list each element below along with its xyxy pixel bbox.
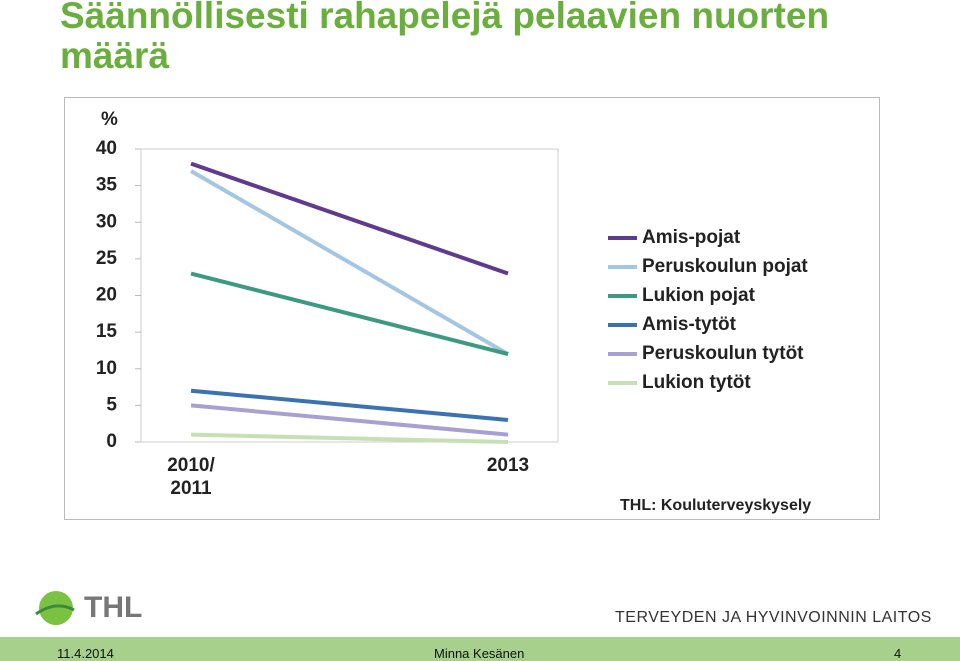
legend-label: Lukion tytöt	[642, 372, 751, 393]
footer: 11.4.2014 Minna Kesänen 4	[0, 637, 960, 661]
series-line	[190, 432, 509, 444]
legend-label: Lukion pojat	[642, 285, 756, 306]
source: THL: Kouluterveyskysely	[620, 497, 811, 514]
page-number: 4	[894, 646, 902, 661]
slide-title: Säännöllisesti rahapelejä pelaavien nuor…	[60, 0, 830, 76]
y-tick-label: 20	[96, 285, 117, 306]
x-tick-label: 2010/ 2011	[167, 455, 215, 499]
chart: % THL: Kouluterveyskysely 0 5 10 15 20 25 30 35…	[64, 97, 880, 520]
series-line	[190, 388, 509, 423]
legend-label: Peruskoulun tytöt	[642, 343, 804, 364]
y-axis-label: %	[101, 109, 118, 130]
date: 11.4.2014	[57, 646, 114, 661]
logo-text: THL	[84, 591, 142, 624]
y-tick-label: 40	[96, 138, 117, 159]
chart-svg: % THL: Kouluterveyskysely 0 5 10 15 20 25 30 35…	[96, 109, 811, 514]
y-tick-label: 35	[96, 175, 118, 196]
legend-label: Amis-tytöt	[642, 314, 737, 335]
legend-label: Amis-pojat	[642, 227, 741, 248]
y-tick-label: 0	[106, 431, 117, 452]
y-tick-label: 5	[106, 394, 117, 415]
author: Minna Kesänen	[434, 646, 525, 661]
x-tick-label: 2013	[486, 455, 530, 476]
organization-name: TERVEYDEN JA HYVINVOINNIN LAITOS	[615, 609, 932, 626]
logo: THL	[35, 591, 142, 625]
y-tick-label: 15	[96, 321, 118, 342]
series-line	[190, 271, 509, 357]
plot-frame	[140, 148, 559, 443]
series-line	[190, 403, 509, 437]
y-tick-label: 10	[96, 358, 117, 379]
legend-label: Peruskoulun pojat	[642, 256, 808, 277]
series-line	[189, 169, 510, 356]
y-tick-label: 25	[96, 248, 118, 269]
series-line	[190, 161, 509, 276]
y-tick-label: 30	[96, 211, 117, 232]
